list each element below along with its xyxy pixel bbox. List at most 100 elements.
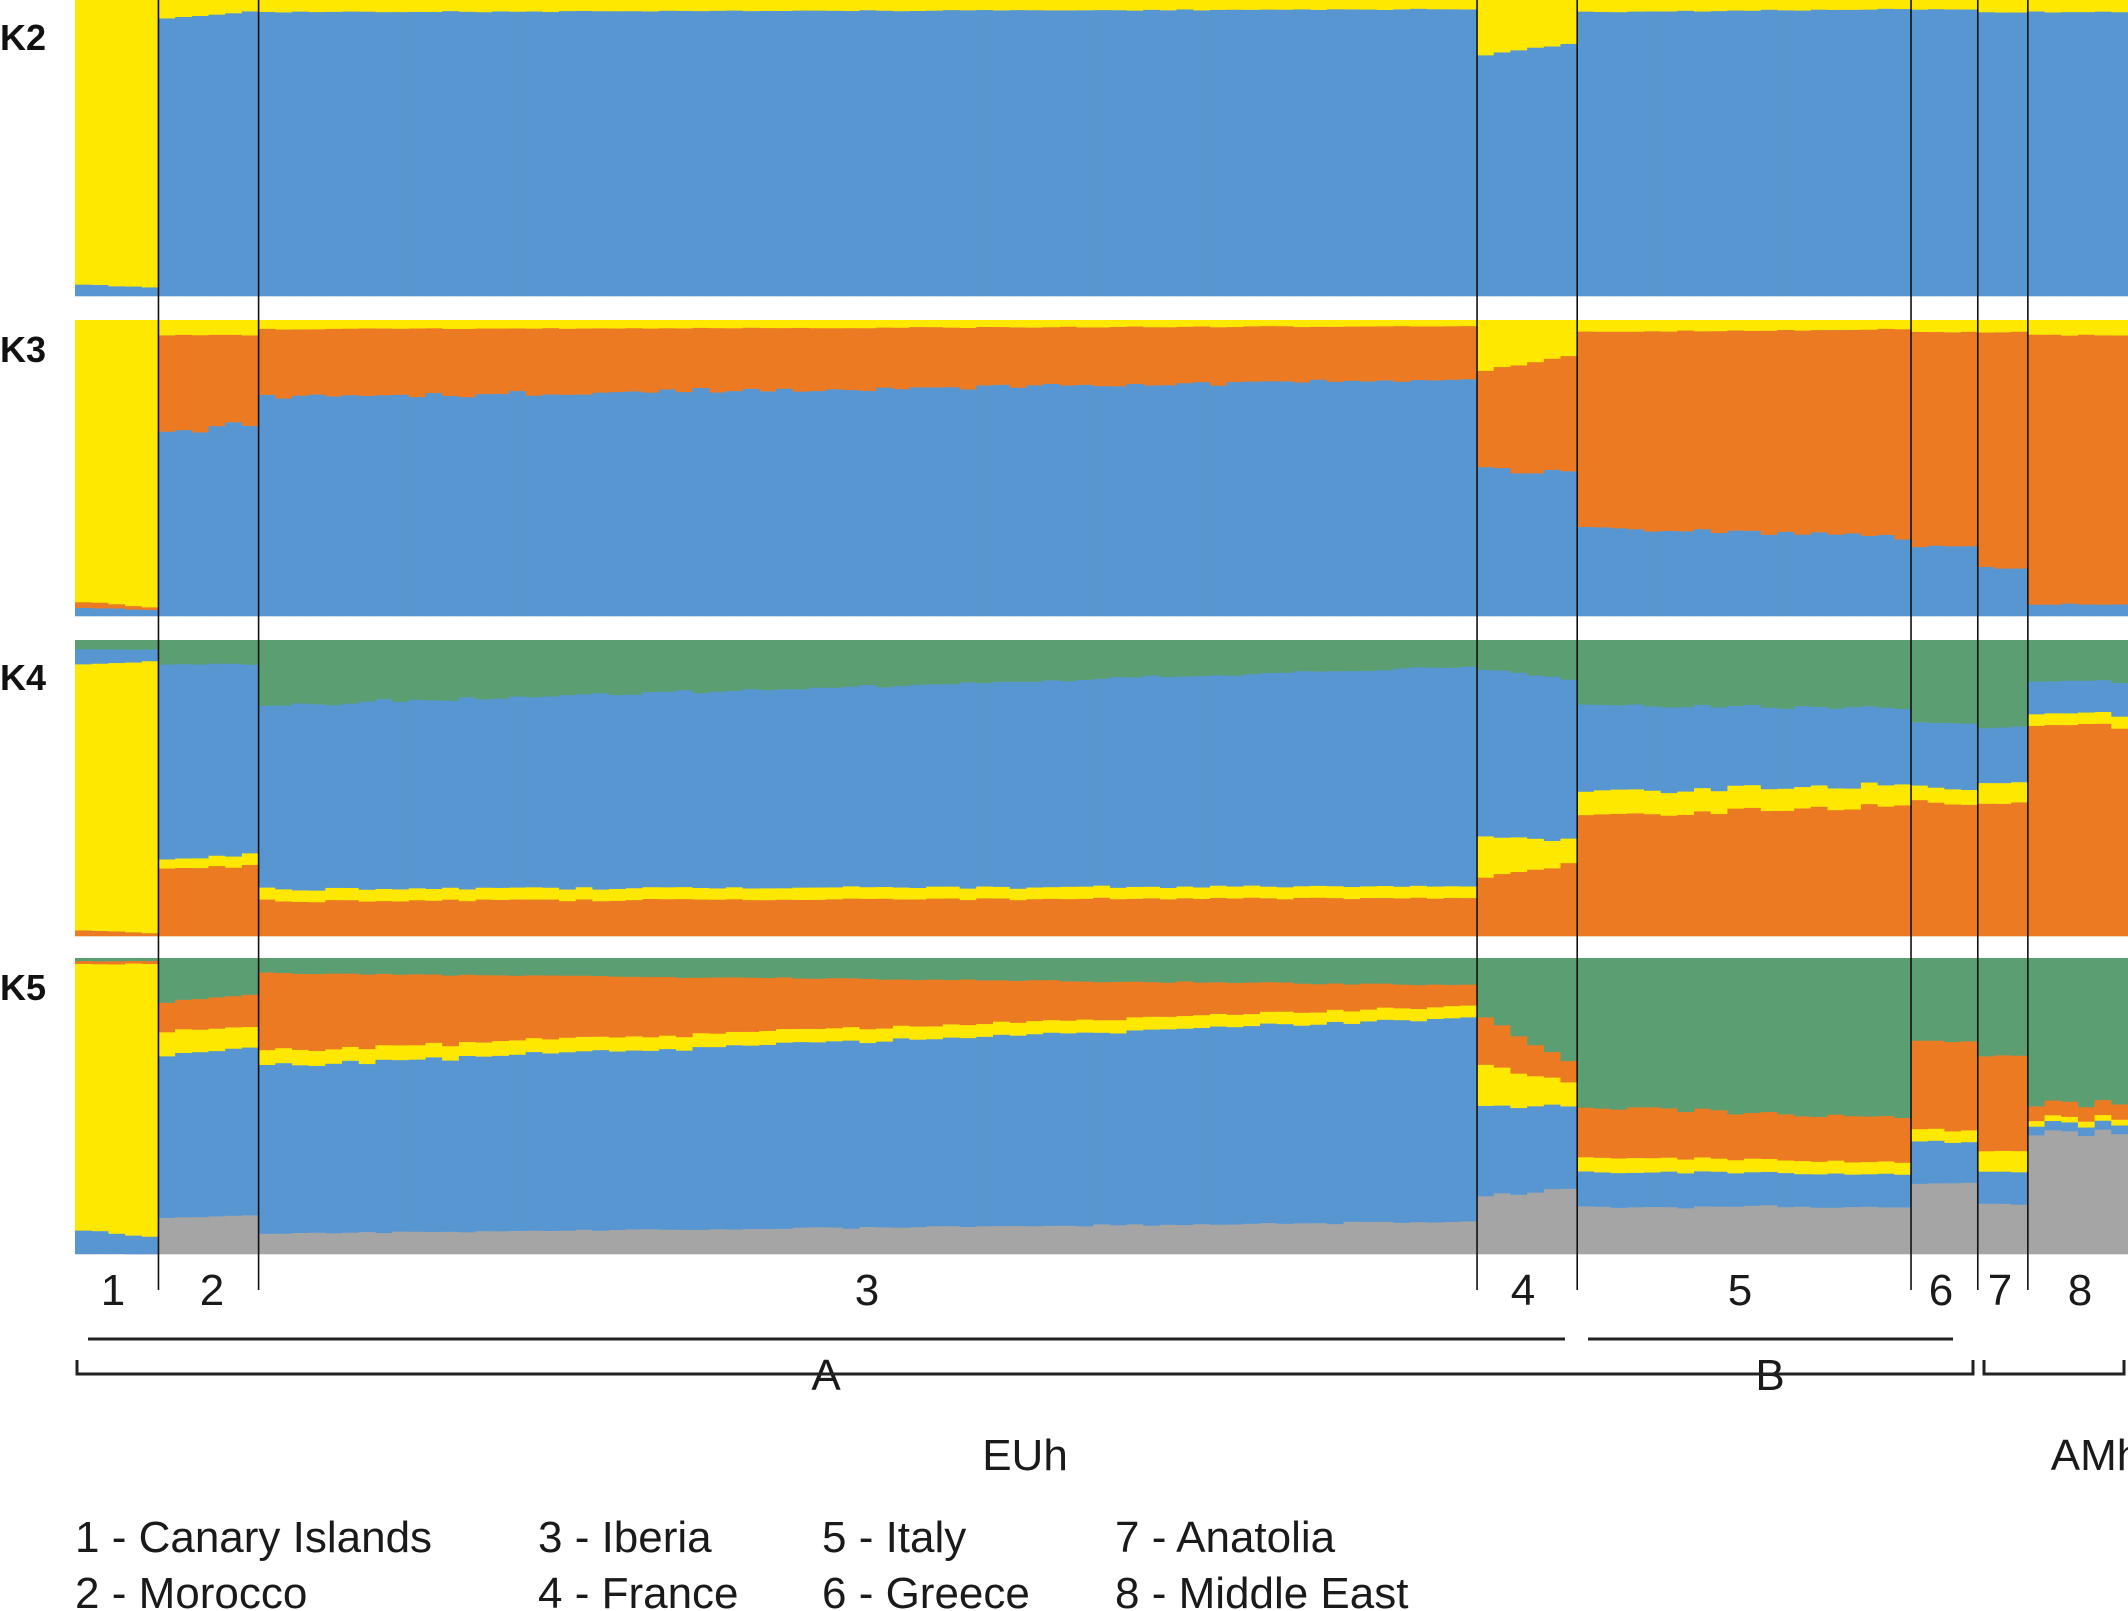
bar-segment-yellow [1477, 836, 1495, 878]
bar-segment-orange [1426, 984, 1445, 1008]
bar-segment-orange [993, 326, 1011, 385]
bar-segment-green [1510, 640, 1528, 673]
bar-segment-blue [1911, 546, 1929, 617]
bar-segment-orange [258, 899, 276, 937]
bar-segment-grey [325, 1233, 343, 1255]
bar-segment-green [1059, 640, 1078, 682]
panel-k3 [75, 320, 2128, 617]
bar-segment-orange [1677, 814, 1695, 937]
bar-segment-yellow [1727, 320, 1745, 331]
bar-segment-orange [125, 932, 143, 937]
bar-segment-grey [1777, 1206, 1795, 1255]
bar-segment-blue [1260, 9, 1278, 297]
bar-segment-green [842, 640, 861, 687]
bar-segment-blue [1276, 672, 1295, 888]
bar-segment-yellow [559, 320, 577, 329]
bar-segment-green [1894, 640, 1912, 710]
bar-segment-orange [1126, 898, 1144, 937]
population-dividers [157, 0, 2029, 1290]
bar-segment-blue [826, 687, 844, 888]
bar-segment-blue [475, 393, 493, 617]
bar-segment-blue [993, 681, 1011, 887]
bar-segment-green [291, 640, 310, 704]
bar-segment-blue [425, 392, 443, 617]
bar-segment-yellow [725, 887, 744, 900]
bar-segment-yellow [2077, 712, 2096, 725]
bar-segment-blue [1694, 528, 1712, 617]
bar-segment-yellow [1126, 0, 1144, 11]
bar-segment-yellow [1760, 1158, 1779, 1172]
bar-segment-yellow [642, 0, 660, 12]
bar-segment-yellow [892, 1025, 911, 1039]
bar-segment-blue [225, 422, 243, 617]
bar-segment-blue [358, 1063, 377, 1233]
bar-segment-blue [1426, 667, 1445, 887]
bar-segment-yellow [2044, 320, 2062, 335]
bar-segment-green [325, 958, 343, 974]
bar-segment-orange [926, 898, 944, 937]
population-number-5: 5 [1728, 1266, 1752, 1315]
bar-segment-grey [1610, 1207, 1628, 1255]
bar-segment-blue [1977, 727, 1996, 784]
bar-segment-yellow [125, 662, 143, 933]
bar-segment-yellow [2027, 714, 2046, 726]
bar-segment-yellow [375, 1044, 393, 1060]
bar-segment-orange [1376, 326, 1395, 381]
bar-segment-green [592, 958, 610, 977]
bar-segment-blue [1777, 708, 1795, 789]
bar-segment-orange [876, 327, 894, 388]
bar-segment-blue [859, 1042, 877, 1228]
bar-segment-yellow [1694, 320, 1712, 332]
bar-segment-blue [1977, 566, 1996, 617]
bar-segment-yellow [275, 889, 293, 902]
bar-segment-yellow [909, 0, 927, 12]
bar-segment-yellow [709, 320, 727, 329]
bar-segment-orange [1560, 862, 1578, 937]
bar-segment-yellow [1059, 320, 1078, 327]
bar-segment-green [1827, 640, 1845, 709]
bar-segment-blue [2094, 1120, 2112, 1130]
bar-segment-blue [158, 1056, 176, 1218]
bar-segment-green [1877, 640, 1895, 708]
bar-segment-green [175, 958, 193, 1000]
bar-segment-orange [1510, 871, 1528, 937]
bar-segment-orange [1927, 802, 1945, 937]
bar-segment-yellow [1927, 0, 1945, 10]
bar-segment-blue [1643, 706, 1662, 791]
bar-segment-green [926, 640, 944, 685]
bar-segment-grey [258, 1233, 276, 1255]
bar-segment-orange [1660, 1108, 1678, 1158]
bar-segment-blue [2011, 726, 2029, 783]
bar-segment-orange [1677, 330, 1695, 532]
bar-segment-green [1560, 958, 1578, 1062]
bar-segment-orange [125, 605, 143, 610]
bar-segment-grey [675, 1229, 694, 1255]
bar-segment-yellow [1310, 0, 1328, 10]
bar-segment-orange [809, 327, 827, 392]
bar-segment-orange [1076, 898, 1094, 937]
bar-segment-orange [1026, 327, 1044, 386]
bar-segment-green [2011, 640, 2029, 727]
bar-segment-green [1376, 958, 1395, 984]
bar-segment-orange [1143, 981, 1161, 1017]
bar-segment-blue [308, 11, 326, 297]
bar-segment-blue [592, 692, 610, 890]
bar-segment-yellow [525, 1037, 543, 1053]
bar-segment-orange [375, 900, 393, 937]
bar-segment-orange [525, 899, 543, 937]
bar-segment-yellow [2027, 320, 2046, 335]
bar-segment-green [1577, 640, 1595, 705]
bar-segment-orange [1593, 1108, 1612, 1158]
bar-segment-green [1844, 640, 1862, 708]
bar-segment-grey [158, 1217, 176, 1255]
bar-segment-yellow [1176, 1015, 1194, 1029]
bar-segment-blue [642, 392, 660, 617]
bar-segment-yellow [1477, 0, 1495, 56]
bar-segment-orange [1760, 810, 1779, 937]
bar-segment-orange [175, 867, 193, 937]
bar-segment-green [408, 640, 427, 700]
bar-segment-green [308, 640, 326, 705]
bar-segment-orange [175, 334, 193, 431]
bar-segment-yellow [1243, 885, 1261, 898]
bar-segment-orange [1944, 804, 1962, 937]
